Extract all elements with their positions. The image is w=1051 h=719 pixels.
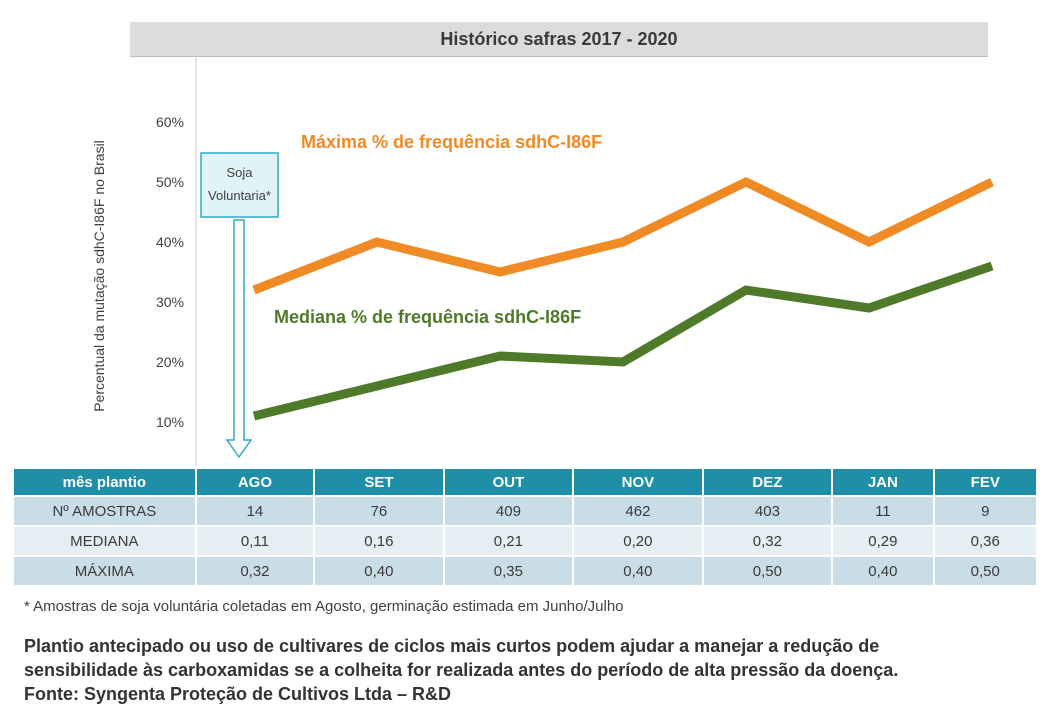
table-row-label: MEDIANA bbox=[14, 527, 195, 555]
conclusion-line-1: Plantio antecipado ou uso de cultivares … bbox=[24, 636, 880, 656]
y-tick-label: 40% bbox=[156, 234, 184, 250]
table-cell: 0,32 bbox=[196, 557, 314, 585]
table-header-cell: NOV bbox=[574, 469, 702, 495]
table-cell: 0,50 bbox=[703, 557, 832, 585]
y-tick-label: 50% bbox=[156, 174, 184, 190]
table-row: MÁXIMA 0,32 0,40 0,35 0,40 0,50 0,40 0,5… bbox=[14, 557, 1036, 585]
table-row-label: Nº AMOSTRAS bbox=[14, 497, 195, 525]
table-header-cell: FEV bbox=[934, 469, 1036, 495]
series-line-maxima bbox=[252, 176, 994, 295]
table-header-cell: mês plantio bbox=[14, 469, 195, 495]
data-table: mês plantio AGO SET OUT NOV DEZ JAN FEV … bbox=[12, 467, 1038, 587]
y-tick-label: 10% bbox=[156, 414, 184, 430]
table-cell: 0,35 bbox=[444, 557, 573, 585]
table-cell: 409 bbox=[444, 497, 573, 525]
table-cell: 14 bbox=[196, 497, 314, 525]
table-cell: 0,40 bbox=[315, 557, 443, 585]
table-row: MEDIANA 0,11 0,16 0,21 0,20 0,32 0,29 0,… bbox=[14, 527, 1036, 555]
table-row: Nº AMOSTRAS 14 76 409 462 403 11 9 bbox=[14, 497, 1036, 525]
table-header-row: mês plantio AGO SET OUT NOV DEZ JAN FEV bbox=[14, 469, 1036, 495]
source-line: Fonte: Syngenta Proteção de Cultivos Ltd… bbox=[24, 684, 452, 704]
annotation-line-1: Soja bbox=[226, 165, 253, 180]
conclusion-line-2: sensibilidade às carboxamidas se a colhe… bbox=[24, 660, 899, 680]
table-cell: 0,29 bbox=[833, 527, 933, 555]
chart-title: Histórico safras 2017 - 2020 bbox=[130, 22, 988, 57]
line-chart: 10% 20% 30% 40% 50% 60% Percentual da mutação… bbox=[91, 56, 994, 466]
conclusion-text: Plantio antecipado ou uso de cultivares … bbox=[24, 634, 1034, 706]
annotation-box bbox=[200, 152, 279, 218]
table-cell: 76 bbox=[315, 497, 443, 525]
y-tick-group: 10% 20% 30% 40% 50% 60% bbox=[156, 114, 184, 430]
table-cell: 0,16 bbox=[315, 527, 443, 555]
table-cell: 0,20 bbox=[574, 527, 702, 555]
table-cell: 462 bbox=[574, 497, 702, 525]
table-header-cell: OUT bbox=[444, 469, 573, 495]
table-cell: 0,21 bbox=[444, 527, 573, 555]
table-header-cell: JAN bbox=[833, 469, 933, 495]
series-label-mediana: Mediana % de frequência sdhC-I86F bbox=[274, 307, 581, 327]
table-cell: 0,50 bbox=[934, 557, 1036, 585]
series-group bbox=[252, 176, 994, 421]
series-label-maxima: Máxima % de frequência sdhC-I86F bbox=[301, 132, 602, 152]
table-cell: 0,40 bbox=[833, 557, 933, 585]
table-cell: 0,36 bbox=[934, 527, 1036, 555]
y-tick-label: 30% bbox=[156, 294, 184, 310]
annotation-line-2: Voluntaria* bbox=[208, 188, 271, 203]
series-line-mediana bbox=[252, 261, 994, 421]
table-header-cell: SET bbox=[315, 469, 443, 495]
footnote: * Amostras de soja voluntária coletadas … bbox=[24, 598, 624, 615]
table-cell: 403 bbox=[703, 497, 832, 525]
table-cell: 9 bbox=[934, 497, 1036, 525]
table-header-cell: AGO bbox=[196, 469, 314, 495]
y-tick-label: 20% bbox=[156, 354, 184, 370]
y-axis-label: Percentual da mutação sdhC-I86F no Brasi… bbox=[91, 140, 107, 412]
table-row-label: MÁXIMA bbox=[14, 557, 195, 585]
down-arrow-icon bbox=[225, 219, 253, 459]
table-header-cell: DEZ bbox=[703, 469, 832, 495]
table-cell: 0,32 bbox=[703, 527, 832, 555]
y-tick-label: 60% bbox=[156, 114, 184, 130]
table-cell: 11 bbox=[833, 497, 933, 525]
table-cell: 0,40 bbox=[574, 557, 702, 585]
table-cell: 0,11 bbox=[196, 527, 314, 555]
